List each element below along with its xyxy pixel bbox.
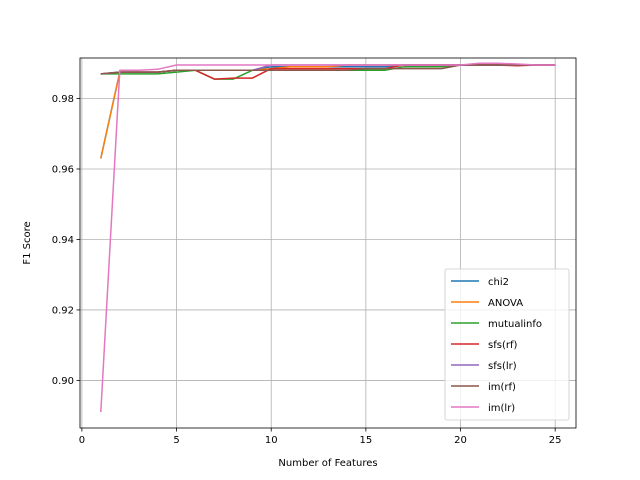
y-tick-label: 0.90 bbox=[52, 376, 74, 387]
x-tick-label: 0 bbox=[79, 435, 85, 446]
legend-box bbox=[444, 268, 570, 421]
x-tick-label: 15 bbox=[359, 435, 372, 446]
series-line-im(lr) bbox=[100, 62, 556, 413]
legend-label: sfs(lr) bbox=[488, 361, 517, 372]
y-axis-label: F1 Score bbox=[22, 221, 33, 264]
plot-frame bbox=[79, 57, 577, 429]
legend: chi2 ANOVA mutualinfo sfs(rf) sfs(lr) im(rf) i… bbox=[444, 268, 570, 421]
y-axis-ticks: 0.90 0.92 0.94 0.96 0.98 bbox=[52, 94, 80, 387]
x-tick-label: 25 bbox=[549, 435, 562, 446]
y-tick-label: 0.98 bbox=[52, 94, 74, 105]
x-tick-label: 10 bbox=[265, 435, 278, 446]
y-tick-label: 0.92 bbox=[52, 305, 74, 316]
y-tick-label: 0.94 bbox=[52, 235, 74, 246]
legend-label: im(rf) bbox=[488, 382, 516, 393]
y-tick-label: 0.96 bbox=[52, 165, 74, 176]
series-line-im(rf) bbox=[100, 64, 556, 75]
x-tick-label: 5 bbox=[173, 435, 179, 446]
legend-label: chi2 bbox=[488, 277, 509, 288]
x-axis-ticks: 0 5 10 15 20 25 bbox=[79, 428, 562, 446]
legend-label: sfs(rf) bbox=[488, 340, 517, 351]
series-lines bbox=[100, 62, 556, 413]
x-axis-label: Number of Features bbox=[278, 458, 377, 469]
legend-label: ANOVA bbox=[488, 298, 523, 309]
legend-label: mutualinfo bbox=[488, 319, 542, 330]
x-tick-label: 20 bbox=[454, 435, 467, 446]
legend-label: im(lr) bbox=[488, 403, 515, 414]
